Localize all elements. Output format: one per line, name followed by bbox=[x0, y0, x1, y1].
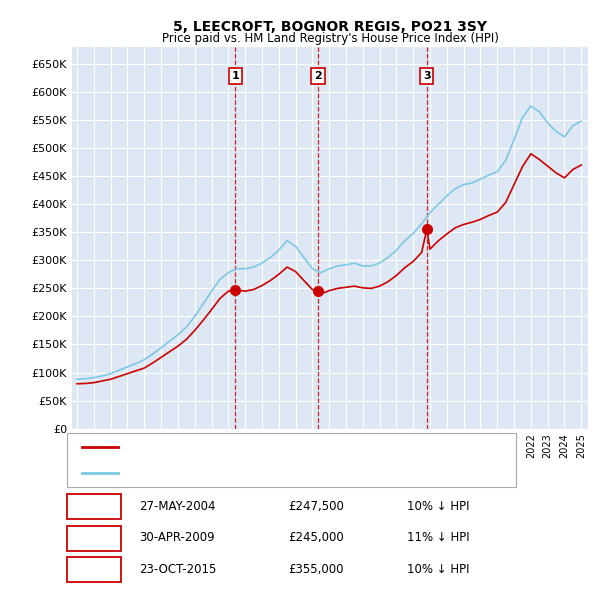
FancyBboxPatch shape bbox=[67, 494, 121, 519]
Text: 2: 2 bbox=[314, 71, 322, 81]
Text: 23-OCT-2015: 23-OCT-2015 bbox=[139, 563, 217, 576]
Text: 2: 2 bbox=[89, 532, 98, 545]
Text: 5, LEECROFT, BOGNOR REGIS, PO21 3SY (detached house): 5, LEECROFT, BOGNOR REGIS, PO21 3SY (det… bbox=[124, 441, 452, 451]
FancyBboxPatch shape bbox=[67, 433, 516, 487]
FancyBboxPatch shape bbox=[67, 558, 121, 582]
FancyBboxPatch shape bbox=[67, 526, 121, 550]
Text: £355,000: £355,000 bbox=[289, 563, 344, 576]
Text: £247,500: £247,500 bbox=[289, 500, 344, 513]
Text: 3: 3 bbox=[89, 563, 98, 576]
Text: £245,000: £245,000 bbox=[289, 532, 344, 545]
Text: 10% ↓ HPI: 10% ↓ HPI bbox=[407, 563, 470, 576]
Text: 1: 1 bbox=[89, 500, 98, 513]
Text: 5, LEECROFT, BOGNOR REGIS, PO21 3SY: 5, LEECROFT, BOGNOR REGIS, PO21 3SY bbox=[173, 19, 487, 34]
Text: 30-APR-2009: 30-APR-2009 bbox=[139, 532, 215, 545]
Text: HPI: Average price, detached house, Arun: HPI: Average price, detached house, Arun bbox=[124, 468, 356, 478]
Text: 10% ↓ HPI: 10% ↓ HPI bbox=[407, 500, 470, 513]
Text: 11% ↓ HPI: 11% ↓ HPI bbox=[407, 532, 470, 545]
Text: 27-MAY-2004: 27-MAY-2004 bbox=[139, 500, 215, 513]
Text: Price paid vs. HM Land Registry's House Price Index (HPI): Price paid vs. HM Land Registry's House … bbox=[161, 32, 499, 45]
Text: 3: 3 bbox=[423, 71, 431, 81]
Text: 1: 1 bbox=[232, 71, 239, 81]
